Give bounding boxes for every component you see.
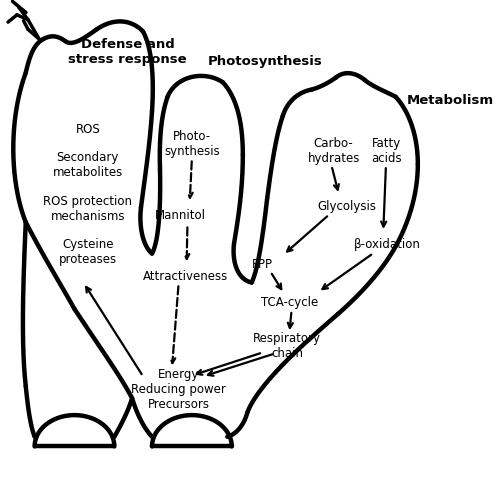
Text: Secondary
metabolites: Secondary metabolites <box>52 151 123 179</box>
Text: Carbo-
hydrates: Carbo- hydrates <box>308 136 360 165</box>
Text: Respiratory
chain: Respiratory chain <box>253 332 321 360</box>
Text: PPP: PPP <box>252 257 274 270</box>
Text: ROS protection
mechanisms: ROS protection mechanisms <box>44 195 132 222</box>
Text: Defense and
stress response: Defense and stress response <box>68 38 187 66</box>
Text: Fatty
acids: Fatty acids <box>372 136 402 165</box>
Text: Metabolism: Metabolism <box>407 93 494 106</box>
Text: Cysteine
proteases: Cysteine proteases <box>58 238 117 266</box>
Text: Photo-
synthesis: Photo- synthesis <box>164 129 220 157</box>
Text: Mannitol: Mannitol <box>156 209 206 222</box>
Text: Glycolysis: Glycolysis <box>318 199 376 212</box>
Text: ROS: ROS <box>76 122 100 136</box>
Text: Energy
Reducing power
Precursors: Energy Reducing power Precursors <box>131 367 226 410</box>
Text: TCA-cycle: TCA-cycle <box>260 296 318 309</box>
Text: Attractiveness: Attractiveness <box>142 269 228 282</box>
Text: β-oxidation: β-oxidation <box>354 238 420 251</box>
Text: Photosynthesis: Photosynthesis <box>208 55 322 68</box>
